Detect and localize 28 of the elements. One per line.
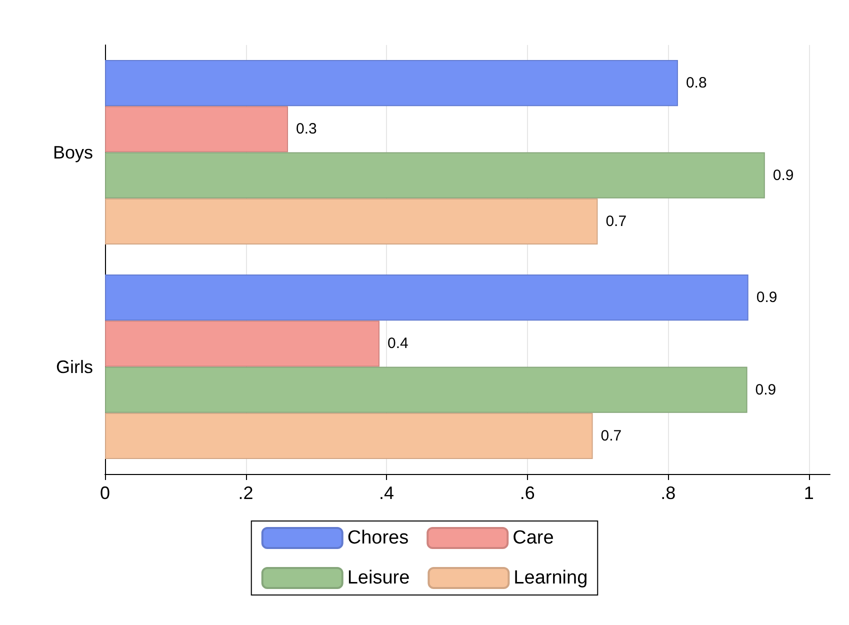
x-tick-label: .6 xyxy=(520,483,535,503)
data-label: 0.7 xyxy=(600,427,622,444)
data-label: 0.7 xyxy=(606,212,627,230)
data-label: 0.9 xyxy=(772,166,794,184)
bar xyxy=(105,274,748,321)
bar xyxy=(105,412,593,459)
bar xyxy=(105,152,765,198)
data-label: 0.8 xyxy=(686,74,707,92)
y-tick-label: Boys xyxy=(52,142,93,162)
bar xyxy=(105,366,748,413)
legend-label: Care xyxy=(512,528,554,548)
x-tick-label: .2 xyxy=(238,483,254,503)
legend-label: Chores xyxy=(347,528,409,548)
x-tick-label: 1 xyxy=(804,483,814,503)
y-tick-label: Girls xyxy=(56,356,93,377)
x-tick-label: 0 xyxy=(100,483,110,503)
data-label: 0.3 xyxy=(296,120,317,138)
data-label: 0.9 xyxy=(755,381,776,398)
data-label: 0.9 xyxy=(756,289,778,306)
legend-label: Learning xyxy=(514,568,588,588)
bar xyxy=(105,320,380,367)
legend-label: Leisure xyxy=(347,568,410,588)
bar xyxy=(105,106,288,152)
data-label: 0.4 xyxy=(388,335,408,352)
x-tick-label: .4 xyxy=(379,483,394,503)
bar xyxy=(105,198,598,244)
bar xyxy=(105,60,678,106)
x-tick-label: .8 xyxy=(660,483,676,503)
